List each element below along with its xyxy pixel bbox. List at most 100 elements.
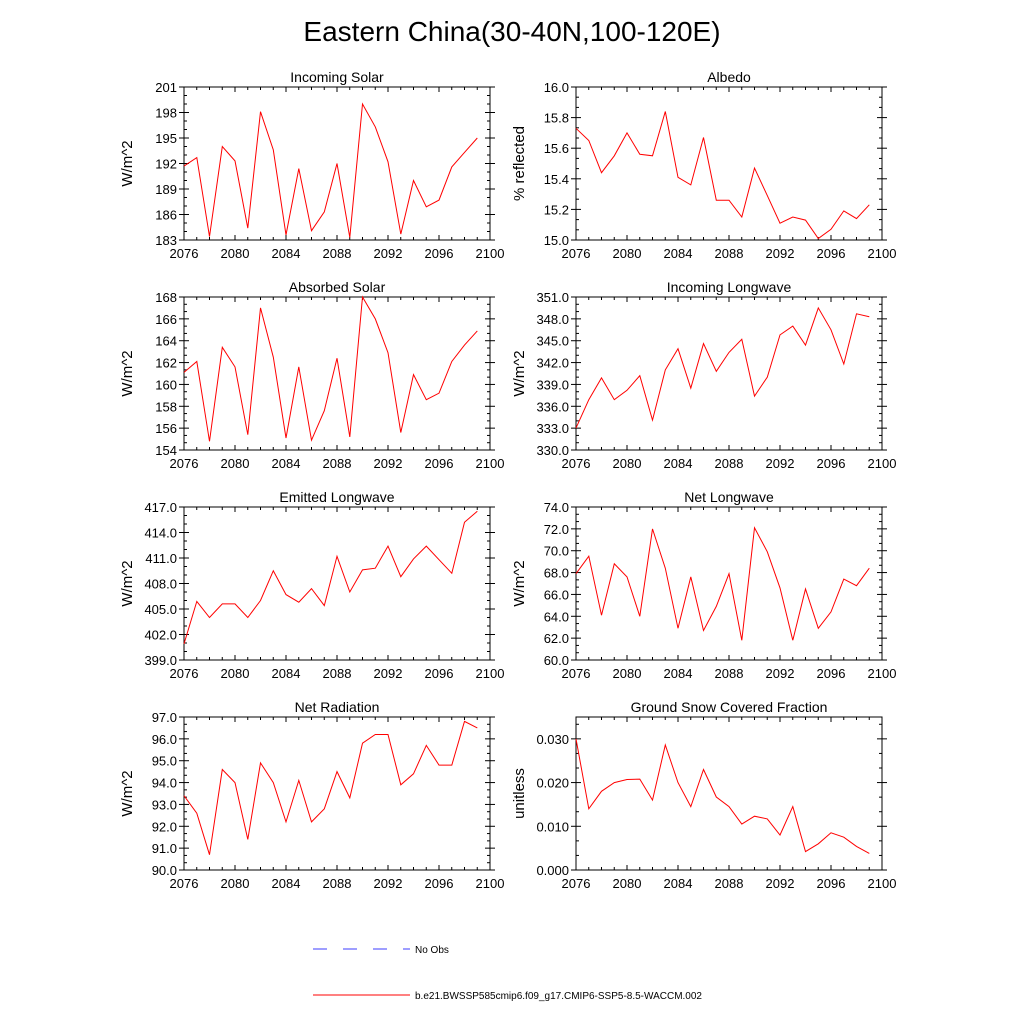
incoming-solar-ytick-label: 195 [155,131,177,146]
incoming-solar-title: Incoming Solar [290,69,384,85]
incoming-solar-series-line [183,102,478,238]
incoming-solar-xtick-label: 2092 [374,246,403,261]
incoming-longwave-ytick-label: 345.0 [536,334,569,349]
panel-albedo: Albedo % reflected 2076 2080 2084 2088 2092 209… [511,69,896,261]
incoming-solar-ytick-label: 183 [155,233,177,248]
incoming-solar-xtick-label: 2100 [476,246,505,261]
emitted-longwave-series-line [183,510,478,645]
ground-snow-covered-fraction-ytick-label: 0.030 [536,732,569,747]
incoming-longwave-ytick-label: 348.0 [536,312,569,327]
incoming-longwave-ytick-label: 330.0 [536,443,569,458]
net-longwave-ylabel: W/m^2 [511,560,528,606]
net-radiation-ytick-label: 91.0 [152,841,177,856]
incoming-longwave-ytick-label: 339.0 [536,377,569,392]
panel-net-radiation: Net Radiation W/m^2 2076 2080 2084 2088 2092 20… [119,699,504,891]
incoming-longwave-xtick-label: 2092 [766,456,795,471]
ground-snow-covered-fraction-xtick-label: 2100 [868,876,897,891]
net-radiation-ytick-label: 96.0 [152,732,177,747]
net-longwave-series-line [575,526,870,641]
incoming-solar-ylabel: W/m^2 [119,140,136,186]
figure-title: Eastern China(30-40N,100-120E) [303,16,720,47]
panels-group: Incoming Solar W/m^2 2076 2080 2084 2088 2092 2… [119,69,896,891]
net-longwave-ytick-label: 72.0 [544,522,569,537]
incoming-solar-xtick-label: 2088 [323,246,352,261]
albedo-xtick-label: 2100 [868,246,897,261]
net-radiation-ytick-label: 93.0 [152,797,177,812]
albedo-ytick-label: 15.6 [544,141,569,156]
net-longwave-ytick-label: 66.0 [544,587,569,602]
emitted-longwave-xtick-label: 2076 [170,666,199,681]
albedo-ylabel: % reflected [511,126,528,201]
albedo-xtick-label: 2076 [562,246,591,261]
ground-snow-covered-fraction-xtick-label: 2080 [613,876,642,891]
net-longwave-title: Net Longwave [684,489,774,505]
incoming-longwave-xtick-label: 2088 [715,456,744,471]
ground-snow-covered-fraction-xtick-label: 2092 [766,876,795,891]
albedo-ytick-label: 15.2 [544,202,569,217]
emitted-longwave-ytick-label: 402.0 [144,628,177,643]
emitted-longwave-title: Emitted Longwave [279,489,394,505]
albedo-xtick-label: 2080 [613,246,642,261]
incoming-solar-ytick-label: 201 [155,80,177,95]
net-longwave-ytick-label: 68.0 [544,566,569,581]
absorbed-solar-ytick-label: 168 [155,290,177,305]
absorbed-solar-xtick-label: 2100 [476,456,505,471]
albedo-xtick-label: 2088 [715,246,744,261]
incoming-solar-xtick-label: 2096 [425,246,454,261]
ground-snow-covered-fraction-xtick-label: 2084 [664,876,693,891]
albedo-series-line [575,111,870,240]
emitted-longwave-ytick-label: 399.0 [144,653,177,668]
emitted-longwave-ylabel: W/m^2 [119,560,136,606]
legend-model-label: b.e21.BWSSP585cmip6.f09_g17.CMIP6-SSP5-8… [415,991,702,1002]
absorbed-solar-ytick-label: 160 [155,377,177,392]
emitted-longwave-ytick-label: 411.0 [145,551,177,566]
net-longwave-xtick-label: 2076 [562,666,591,681]
incoming-solar-ytick-label: 192 [155,157,177,172]
absorbed-solar-xtick-label: 2092 [374,456,403,471]
net-radiation-ytick-label: 95.0 [152,754,177,769]
albedo-ytick-label: 15.8 [544,111,569,126]
net-radiation-ytick-label: 94.0 [152,776,177,791]
net-longwave-plot-frame [575,506,883,661]
emitted-longwave-xtick-label: 2100 [476,666,505,681]
absorbed-solar-title: Absorbed Solar [289,279,386,295]
emitted-longwave-xtick-label: 2096 [425,666,454,681]
emitted-longwave-ytick-label: 417.0 [144,500,177,515]
ground-snow-covered-fraction-ytick-label: 0.000 [536,863,569,878]
absorbed-solar-xtick-label: 2088 [323,456,352,471]
legend-obs-label: No Obs [415,945,449,956]
incoming-longwave-ytick-label: 333.0 [536,421,569,436]
net-radiation-xtick-label: 2092 [374,876,403,891]
ground-snow-covered-fraction-xtick-label: 2088 [715,876,744,891]
net-radiation-title: Net Radiation [295,699,380,715]
net-longwave-xtick-label: 2100 [868,666,897,681]
albedo-xtick-label: 2092 [766,246,795,261]
emitted-longwave-xtick-label: 2080 [221,666,250,681]
ground-snow-covered-fraction-ylabel: unitless [511,768,528,819]
absorbed-solar-ytick-label: 158 [155,399,177,414]
net-radiation-xtick-label: 2100 [476,876,505,891]
net-radiation-xtick-label: 2080 [221,876,250,891]
panel-ground-snow-covered-fraction: Ground Snow Covered Fraction unitless 2076… [511,699,896,891]
net-radiation-ytick-label: 92.0 [152,819,177,834]
incoming-longwave-ytick-label: 351.0 [536,290,569,305]
panel-absorbed-solar: Absorbed Solar W/m^2 2076 2080 2084 2088 2092 2… [119,279,504,471]
incoming-longwave-xtick-label: 2076 [562,456,591,471]
incoming-solar-xtick-label: 2084 [272,246,301,261]
net-radiation-xtick-label: 2076 [170,876,199,891]
incoming-longwave-xtick-label: 2080 [613,456,642,471]
net-longwave-ytick-label: 70.0 [544,544,569,559]
ground-snow-covered-fraction-xtick-label: 2096 [817,876,846,891]
panel-emitted-longwave: Emitted Longwave W/m^2 2076 2080 2084 2088 209… [119,489,504,681]
ground-snow-covered-fraction-plot-frame [575,716,883,871]
incoming-longwave-xtick-label: 2096 [817,456,846,471]
incoming-longwave-series-line [575,306,870,429]
net-radiation-ytick-label: 90.0 [152,863,177,878]
absorbed-solar-xtick-label: 2076 [170,456,199,471]
absorbed-solar-xtick-label: 2096 [425,456,454,471]
net-longwave-ytick-label: 60.0 [544,653,569,668]
albedo-xtick-label: 2084 [664,246,693,261]
incoming-longwave-xtick-label: 2084 [664,456,693,471]
emitted-longwave-ytick-label: 405.0 [144,602,177,617]
